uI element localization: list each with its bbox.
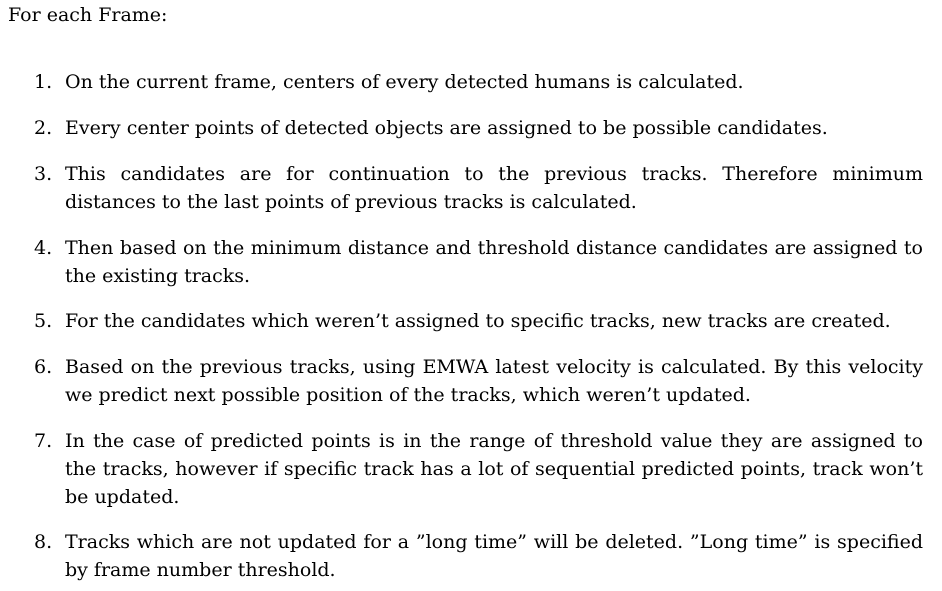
list-item-text: In the case of predicted points is in th… (65, 430, 923, 508)
list-item-number: 1. (34, 71, 53, 93)
list-item-text: This candidates are for continuation to … (65, 163, 923, 213)
list-item-text: Tracks which are not updated for a ”long… (65, 531, 923, 581)
list-item-number: 8. (34, 531, 53, 553)
list-item-number: 3. (34, 163, 53, 185)
list-item-number: 6. (34, 356, 53, 378)
list-item-number: 4. (34, 237, 53, 259)
list-item-text: Based on the previous tracks, using EMWA… (65, 356, 923, 406)
list-item-text: On the current frame, centers of every d… (65, 71, 744, 93)
list-item-number: 2. (34, 117, 53, 139)
list-item-number: 7. (34, 430, 53, 452)
list-item-number: 5. (34, 310, 53, 332)
list-item-text: Every center points of detected objects … (65, 117, 828, 139)
intro-heading: For each Frame: (8, 4, 168, 26)
list-item-text: For the candidates which weren’t assigne… (65, 310, 891, 332)
list-item-text: Then based on the minimum distance and t… (65, 237, 923, 287)
